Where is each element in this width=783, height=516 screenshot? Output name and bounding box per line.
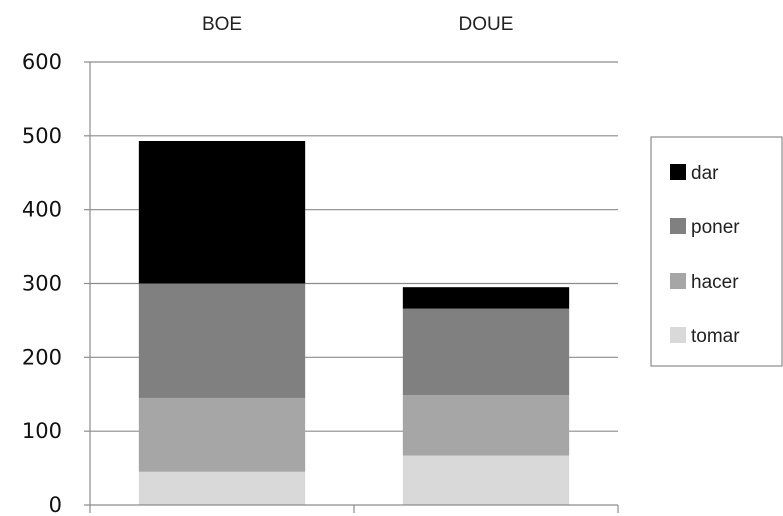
axes [89, 62, 619, 513]
bar-segment-dar [138, 141, 306, 284]
y-tick-label: 500 [22, 124, 62, 148]
bar-segment-dar [402, 287, 570, 309]
bar-segment-poner [402, 308, 570, 395]
legend-swatch-dar [670, 164, 686, 180]
y-tick-label: 200 [22, 345, 62, 369]
bar-segment-hacer [402, 394, 570, 456]
y-tick-label: 0 [49, 493, 62, 516]
legend-swatch-tomar [670, 327, 686, 343]
bar-segment-hacer [138, 397, 306, 472]
legend-label-dar: dar [691, 163, 719, 184]
bar-segment-poner [138, 283, 306, 398]
legend-label-poner: poner [691, 217, 740, 238]
legend-swatch-hacer [670, 273, 686, 289]
legend: dar poner hacer tomar [650, 136, 783, 367]
y-tick-label: 400 [22, 198, 62, 222]
y-axis-ticks: 0 100 200 300 400 500 600 [22, 50, 90, 516]
legend-label-tomar: tomar [691, 326, 740, 347]
y-tick-label: 600 [22, 50, 62, 74]
y-tick-label: 100 [22, 419, 62, 443]
bar-segment-tomar [138, 471, 306, 505]
legend-swatch-poner [670, 218, 686, 234]
bars [138, 141, 570, 505]
category-label: DOUE [459, 14, 514, 35]
bar-segment-tomar [402, 455, 570, 505]
y-tick-label: 300 [22, 272, 62, 296]
category-label: BOE [202, 14, 242, 35]
legend-label-hacer: hacer [691, 272, 739, 293]
category-labels: BOE DOUE [202, 14, 514, 35]
